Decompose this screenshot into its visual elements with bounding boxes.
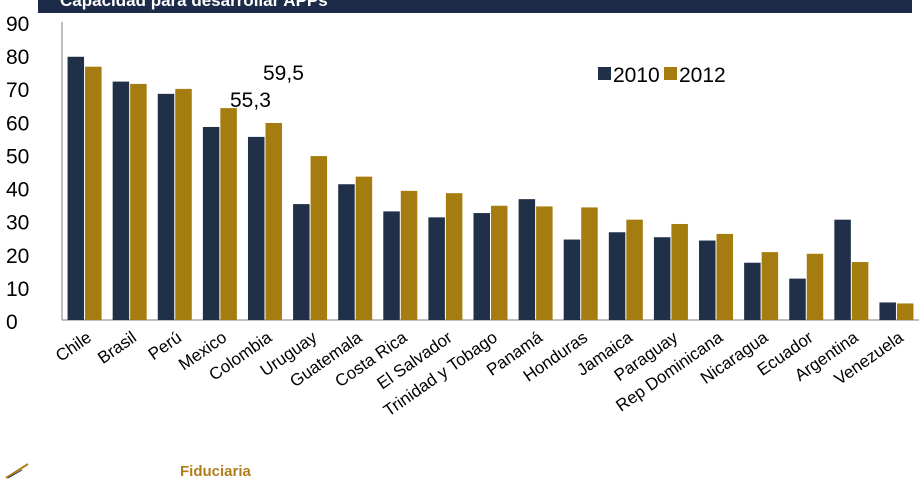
y-tick-label: 90: [6, 13, 29, 36]
bar-2010-13: [653, 237, 671, 320]
bar-2012-13: [671, 223, 688, 320]
y-tick-label: 60: [6, 112, 29, 135]
bar-2010-9: [473, 213, 490, 320]
brand-logo-text: Fiduciaria: [180, 463, 251, 480]
logo-icon: [5, 463, 29, 479]
bar-2010-10: [518, 199, 536, 320]
bar-2010-2: [157, 93, 175, 321]
bar-2012-11: [581, 207, 598, 320]
bar-2010-1: [112, 81, 130, 320]
bar-2012-7: [400, 190, 418, 320]
bar-2010-12: [608, 232, 626, 320]
bar-2010-15: [744, 262, 761, 320]
legend-swatch-2012: [664, 67, 677, 80]
data-label-colombia-2010: 55,3: [230, 89, 271, 112]
bar-2012-1: [130, 83, 147, 320]
y-tick-label: 70: [6, 79, 29, 102]
bar-2010-7: [383, 211, 400, 320]
bar-2010-17: [834, 219, 851, 320]
bar-2010-3: [202, 126, 220, 320]
bar-2010-4: [247, 136, 265, 320]
legend-label-2012: 2012: [679, 64, 726, 87]
x-tick-label: Chile: [52, 328, 95, 366]
y-tick-label: 80: [6, 46, 29, 69]
data-label-colombia-2012: 59,5: [263, 62, 304, 85]
title-bar: Capacidad para desarrollar APPs: [38, 0, 912, 13]
bar-2012-17: [851, 262, 869, 320]
bar-2012-3: [220, 108, 237, 320]
bar-2012-6: [355, 176, 373, 320]
y-tick-label: 10: [6, 278, 29, 301]
bar-2012-16: [806, 253, 824, 320]
bar-2012-2: [175, 88, 192, 320]
bar-2012-18: [896, 303, 914, 320]
bar-2012-5: [310, 156, 328, 320]
y-tick-label: 40: [6, 179, 29, 202]
y-tick-label: 20: [6, 245, 29, 268]
bar-2010-8: [428, 217, 445, 320]
chart-title: Capacidad para desarrollar APPs: [60, 0, 328, 10]
y-tick-label: 50: [6, 145, 29, 168]
bar-2010-5: [293, 204, 310, 320]
bar-2012-9: [491, 205, 508, 320]
bar-2012-10: [536, 206, 553, 320]
bar-2012-15: [761, 252, 779, 320]
y-tick-label: 30: [6, 212, 29, 235]
bar-2012-14: [716, 233, 734, 320]
bar-2010-16: [789, 278, 806, 320]
y-tick-label: 0: [6, 311, 18, 334]
bar-2010-6: [338, 184, 355, 320]
legend-swatch-2010: [598, 67, 611, 80]
bar-2010-14: [699, 240, 716, 320]
bar-2010-0: [67, 56, 85, 321]
bar-2010-11: [563, 239, 581, 320]
bar-2012-4: [265, 122, 282, 320]
bar-2012-8: [445, 193, 463, 320]
bar-2012-0: [85, 66, 102, 320]
bar-2012-12: [626, 219, 643, 320]
x-tick-label: Brasil: [94, 328, 140, 368]
bar-2010-18: [879, 302, 896, 320]
legend-label-2010: 2010: [613, 64, 660, 87]
